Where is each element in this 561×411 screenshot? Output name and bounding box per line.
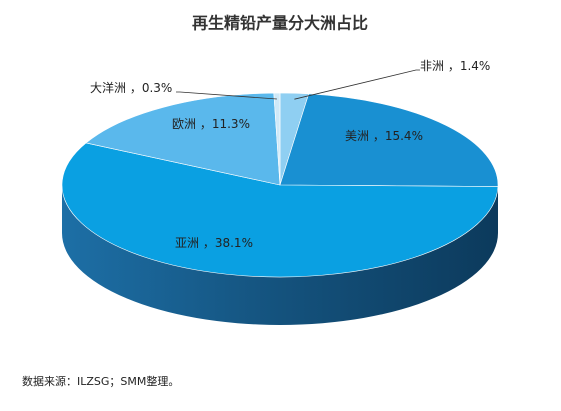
data-label: 非洲 ，1.4%: [420, 59, 490, 73]
label-separator: ，: [369, 129, 385, 143]
leader-line: [176, 91, 277, 100]
label-separator: ，: [444, 59, 460, 73]
value-label: 38.1%: [215, 236, 253, 250]
value-label: 0.3%: [142, 81, 173, 95]
category-label: 亚洲: [175, 236, 199, 250]
leader-line: [294, 69, 420, 100]
pie-side: [62, 185, 498, 325]
data-label: 亚洲 ，38.1%: [175, 236, 253, 250]
label-separator: ，: [126, 81, 142, 95]
category-label: 美洲: [345, 129, 369, 143]
chart-title: 再生精铅产量分大洲占比: [192, 14, 368, 33]
label-separator: ，: [199, 236, 215, 250]
value-label: 11.3%: [212, 117, 250, 131]
pie-slice: [273, 92, 281, 186]
label-separator: ，: [196, 117, 212, 131]
value-label: 1.4%: [460, 59, 491, 73]
data-label: 大洋洲 ，0.3%: [90, 80, 172, 95]
data-label: 美洲 ，15.4%: [345, 129, 423, 143]
source-note: 数据来源：ILZSG；SMM整理。: [22, 374, 179, 388]
data-label: 欧洲 ，11.3%: [172, 117, 250, 131]
pie-slice: [85, 92, 281, 186]
value-label: 15.4%: [385, 129, 423, 143]
pie-slice: [279, 93, 499, 187]
category-label: 大洋洲: [90, 80, 126, 95]
category-label: 非洲: [420, 59, 444, 73]
pie-slice: [61, 142, 499, 278]
category-label: 欧洲: [172, 117, 196, 131]
